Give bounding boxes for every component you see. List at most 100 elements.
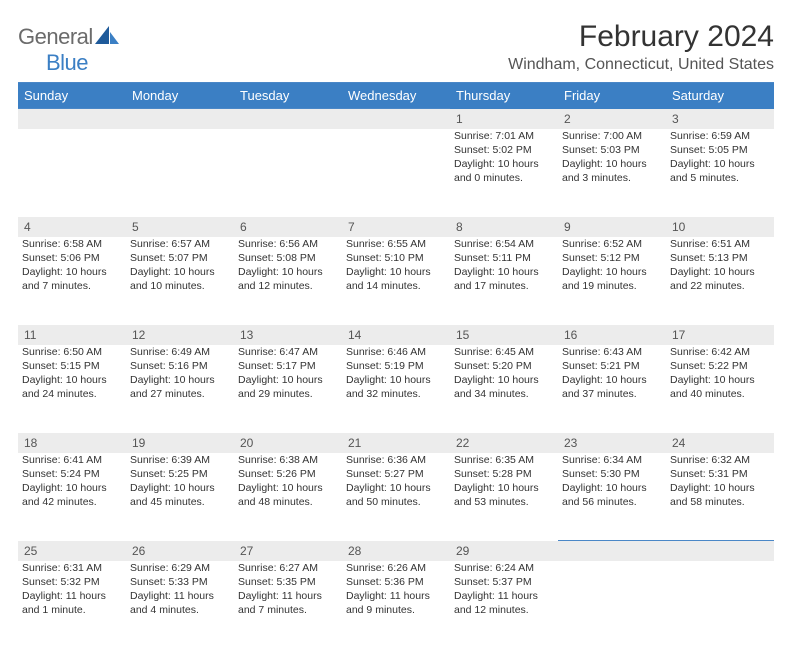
daylight-text: Daylight: 10 hours and 34 minutes. [454,373,554,401]
calendar-table: SundayMondayTuesdayWednesdayThursdayFrid… [18,83,774,649]
daylight-text: Daylight: 10 hours and 12 minutes. [238,265,338,293]
sunset-text: Sunset: 5:31 PM [670,467,770,481]
sunset-text: Sunset: 5:27 PM [346,467,446,481]
day-number: 16 [558,325,666,345]
daycontent-row: Sunrise: 6:58 AMSunset: 5:06 PM Daylight:… [18,237,774,325]
day-cell: Sunrise: 6:36 AMSunset: 5:27 PMDaylight:… [342,453,450,541]
sunrise-text: Sunrise: 6:49 AM [130,345,230,359]
empty-day-cell [666,561,774,649]
daynum-row: 45678910 [18,217,774,237]
day-cell: Sunrise: 6:52 AMSunset: 5:12 PMDaylight:… [558,237,666,325]
day-cell: Sunrise: 6:47 AMSunset: 5:17 PMDaylight:… [234,345,342,433]
logo-text: General Blue [18,24,119,76]
sunset-text: Sunset: 5:03 PM [562,143,662,157]
daycontent-row: Sunrise: 6:31 AMSunset: 5:32 PMDaylight:… [18,561,774,649]
sunrise-text: Sunrise: 6:46 AM [346,345,446,359]
day-cell: Sunrise: 6:35 AMSunset: 5:28 PMDaylight:… [450,453,558,541]
sunset-text: Sunset: 5:05 PM [670,143,770,157]
sunrise-text: Sunrise: 6:45 AM [454,345,554,359]
empty-day-number [126,109,234,129]
sunrise-text: Sunrise: 6:27 AM [238,561,338,575]
title-block: February 2024 Windham, Connecticut, Unit… [508,20,774,74]
sunrise-text: Sunrise: 6:35 AM [454,453,554,467]
sunrise-text: Sunrise: 6:42 AM [670,345,770,359]
daycontent-row: Sunrise: 6:41 AMSunset: 5:24 PMDaylight:… [18,453,774,541]
weekday-header: Monday [126,83,234,109]
day-cell: Sunrise: 6:38 AMSunset: 5:26 PMDaylight:… [234,453,342,541]
day-cell: Sunrise: 6:51 AMSunset: 5:13 PMDaylight:… [666,237,774,325]
sunrise-text: Sunrise: 6:58 AM [22,237,122,251]
location-label: Windham, Connecticut, United States [508,56,774,74]
empty-day-number [666,541,774,561]
sunset-text: Sunset: 5:33 PM [130,575,230,589]
day-cell: Sunrise: 6:39 AMSunset: 5:25 PMDaylight:… [126,453,234,541]
sunset-text: Sunset: 5:37 PM [454,575,554,589]
daylight-text: Daylight: 10 hours and 58 minutes. [670,481,770,509]
day-number: 5 [126,217,234,237]
sunset-text: Sunset: 5:36 PM [346,575,446,589]
day-cell: Sunrise: 6:58 AMSunset: 5:06 PMDaylight:… [18,237,126,325]
daylight-text: Daylight: 10 hours and 29 minutes. [238,373,338,401]
daylight-text: Daylight: 10 hours and 10 minutes. [130,265,230,293]
sunset-text: Sunset: 5:16 PM [130,359,230,373]
sunset-text: Sunset: 5:30 PM [562,467,662,481]
sunrise-text: Sunrise: 6:50 AM [22,345,122,359]
day-cell: Sunrise: 6:57 AMSunset: 5:07 PMDaylight:… [126,237,234,325]
day-number: 2 [558,109,666,129]
sunset-text: Sunset: 5:10 PM [346,251,446,265]
sunset-text: Sunset: 5:06 PM [22,251,122,265]
sunrise-text: Sunrise: 6:59 AM [670,129,770,143]
day-number: 25 [18,541,126,561]
day-number: 20 [234,433,342,453]
sunset-text: Sunset: 5:35 PM [238,575,338,589]
sunrise-text: Sunrise: 6:43 AM [562,345,662,359]
empty-day-number [18,109,126,129]
sunrise-text: Sunrise: 6:34 AM [562,453,662,467]
sunset-text: Sunset: 5:24 PM [22,467,122,481]
sunset-text: Sunset: 5:19 PM [346,359,446,373]
day-number: 9 [558,217,666,237]
sunset-text: Sunset: 5:02 PM [454,143,554,157]
day-cell: Sunrise: 6:54 AMSunset: 5:11 PMDaylight:… [450,237,558,325]
day-number: 21 [342,433,450,453]
daynum-row: 11121314151617 [18,325,774,345]
day-cell: Sunrise: 6:32 AMSunset: 5:31 PMDaylight:… [666,453,774,541]
day-number: 17 [666,325,774,345]
sunrise-text: Sunrise: 6:24 AM [454,561,554,575]
empty-day-cell [342,129,450,217]
daynum-row: 18192021222324 [18,433,774,453]
day-cell: Sunrise: 6:27 AMSunset: 5:35 PMDaylight:… [234,561,342,649]
sunrise-text: Sunrise: 6:31 AM [22,561,122,575]
daylight-text: Daylight: 11 hours and 9 minutes. [346,589,446,617]
sunset-text: Sunset: 5:07 PM [130,251,230,265]
day-number: 4 [18,217,126,237]
sunset-text: Sunset: 5:13 PM [670,251,770,265]
day-cell: Sunrise: 6:42 AMSunset: 5:22 PMDaylight:… [666,345,774,433]
sunrise-text: Sunrise: 6:29 AM [130,561,230,575]
sunrise-text: Sunrise: 6:47 AM [238,345,338,359]
day-number: 6 [234,217,342,237]
day-cell: Sunrise: 6:26 AMSunset: 5:36 PMDaylight:… [342,561,450,649]
page-header: General Blue February 2024 Windham, Conn… [18,20,774,76]
empty-day-number [234,109,342,129]
daylight-text: Daylight: 10 hours and 40 minutes. [670,373,770,401]
day-number: 26 [126,541,234,561]
daylight-text: Daylight: 10 hours and 14 minutes. [346,265,446,293]
day-cell: Sunrise: 6:34 AMSunset: 5:30 PMDaylight:… [558,453,666,541]
daylight-text: Daylight: 10 hours and 22 minutes. [670,265,770,293]
weekday-header: Friday [558,83,666,109]
sunrise-text: Sunrise: 6:41 AM [22,453,122,467]
sunrise-text: Sunrise: 6:54 AM [454,237,554,251]
empty-day-cell [234,129,342,217]
day-number: 3 [666,109,774,129]
daylight-text: Daylight: 10 hours and 42 minutes. [22,481,122,509]
sunset-text: Sunset: 5:20 PM [454,359,554,373]
sunrise-text: Sunrise: 6:52 AM [562,237,662,251]
day-cell: Sunrise: 6:46 AMSunset: 5:19 PMDaylight:… [342,345,450,433]
daynum-row: 2526272829 [18,541,774,561]
daynum-row: 123 [18,109,774,129]
day-number: 12 [126,325,234,345]
weekday-header: Wednesday [342,83,450,109]
daylight-text: Daylight: 10 hours and 24 minutes. [22,373,122,401]
day-cell: Sunrise: 7:01 AMSunset: 5:02 PMDaylight:… [450,129,558,217]
